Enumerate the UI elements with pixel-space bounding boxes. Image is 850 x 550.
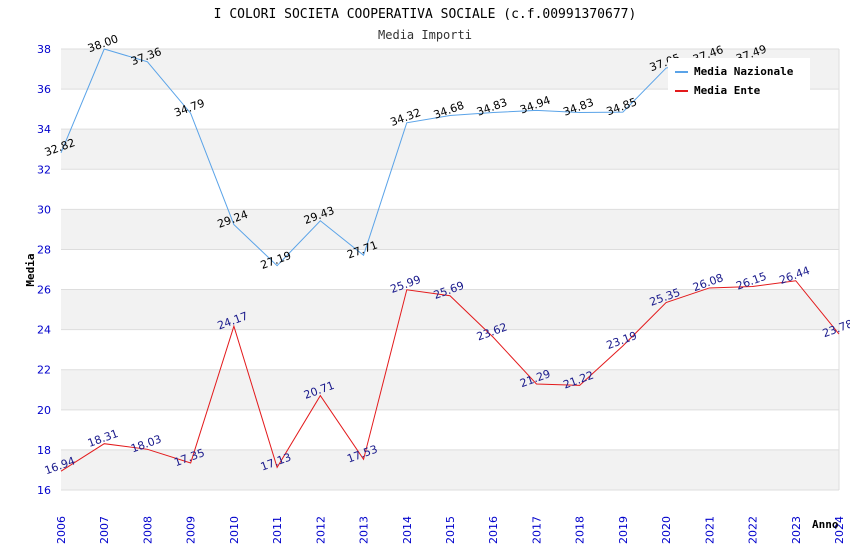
chart-subtitle: Media Importi	[378, 28, 472, 42]
x-tick-label: 2013	[358, 516, 371, 544]
legend-label-media-nazionale: Media Nazionale	[694, 65, 794, 78]
x-axis-label: Anno	[812, 518, 839, 531]
series-line-media-ente	[60, 280, 840, 472]
x-tick-label: 2012	[314, 516, 327, 544]
x-tick-label: 2009	[185, 516, 198, 544]
y-tick-label: 34	[37, 123, 51, 136]
plot-band	[61, 209, 839, 250]
y-tick-label: 36	[37, 83, 51, 96]
x-tick-label: 2007	[98, 516, 111, 544]
y-tick-label: 38	[37, 43, 51, 56]
x-tick-label: 2024	[833, 516, 846, 544]
legend: Media Nazionale Media Ente	[668, 58, 810, 101]
x-tick-label: 2022	[747, 516, 760, 544]
data-label: 23.19	[605, 329, 639, 352]
x-tick-label: 2010	[228, 516, 241, 544]
x-axis-ticks: 2006 2007 2008 2009 2010 2011 2012 2013 2014 2015…	[55, 516, 846, 544]
y-tick-label: 26	[37, 284, 51, 297]
series-lines	[60, 48, 840, 472]
plot-band	[61, 129, 839, 170]
x-tick-label: 2018	[574, 516, 587, 544]
data-label: 34.68	[432, 99, 466, 122]
y-tick-label: 18	[37, 444, 51, 457]
x-tick-label: 2008	[141, 516, 154, 544]
y-tick-label: 24	[37, 324, 51, 337]
data-label: 34.83	[561, 96, 595, 119]
legend-label-media-ente: Media Ente	[694, 84, 761, 97]
x-tick-label: 2006	[55, 516, 68, 544]
x-tick-label: 2021	[703, 516, 716, 544]
data-label: 18.31	[86, 427, 120, 450]
x-tick-label: 2023	[790, 516, 803, 544]
y-tick-label: 28	[37, 243, 51, 256]
data-label: 27.19	[259, 249, 293, 272]
y-tick-label: 20	[37, 404, 51, 417]
x-tick-label: 2014	[401, 516, 414, 544]
y-tick-label: 16	[37, 484, 51, 497]
y-tick-label: 30	[37, 203, 51, 216]
plot-band	[61, 449, 839, 490]
y-axis-label: Media	[24, 253, 37, 286]
x-tick-label: 2020	[660, 516, 673, 544]
x-tick-label: 2015	[444, 516, 457, 544]
y-axis-ticks: 16 18 20 22 24 26 28 30 32 34 36 38	[37, 43, 51, 497]
x-tick-label: 2017	[530, 516, 543, 544]
data-label: 26.44	[778, 264, 812, 287]
x-tick-label: 2011	[271, 516, 284, 544]
x-tick-label: 2019	[617, 516, 630, 544]
y-tick-label: 32	[37, 163, 51, 176]
series-line-media-nazionale	[60, 48, 753, 267]
data-label: 34.79	[172, 97, 206, 120]
data-label: 34.83	[475, 96, 509, 119]
x-tick-label: 2016	[487, 516, 500, 544]
chart-title: I COLORI SOCIETA COOPERATIVA SOCIALE (c.…	[214, 7, 637, 22]
data-label: 34.85	[605, 95, 639, 118]
plot-band	[61, 369, 839, 410]
legend-box	[668, 58, 810, 101]
y-tick-label: 22	[37, 364, 51, 377]
data-label: 34.94	[518, 94, 552, 117]
